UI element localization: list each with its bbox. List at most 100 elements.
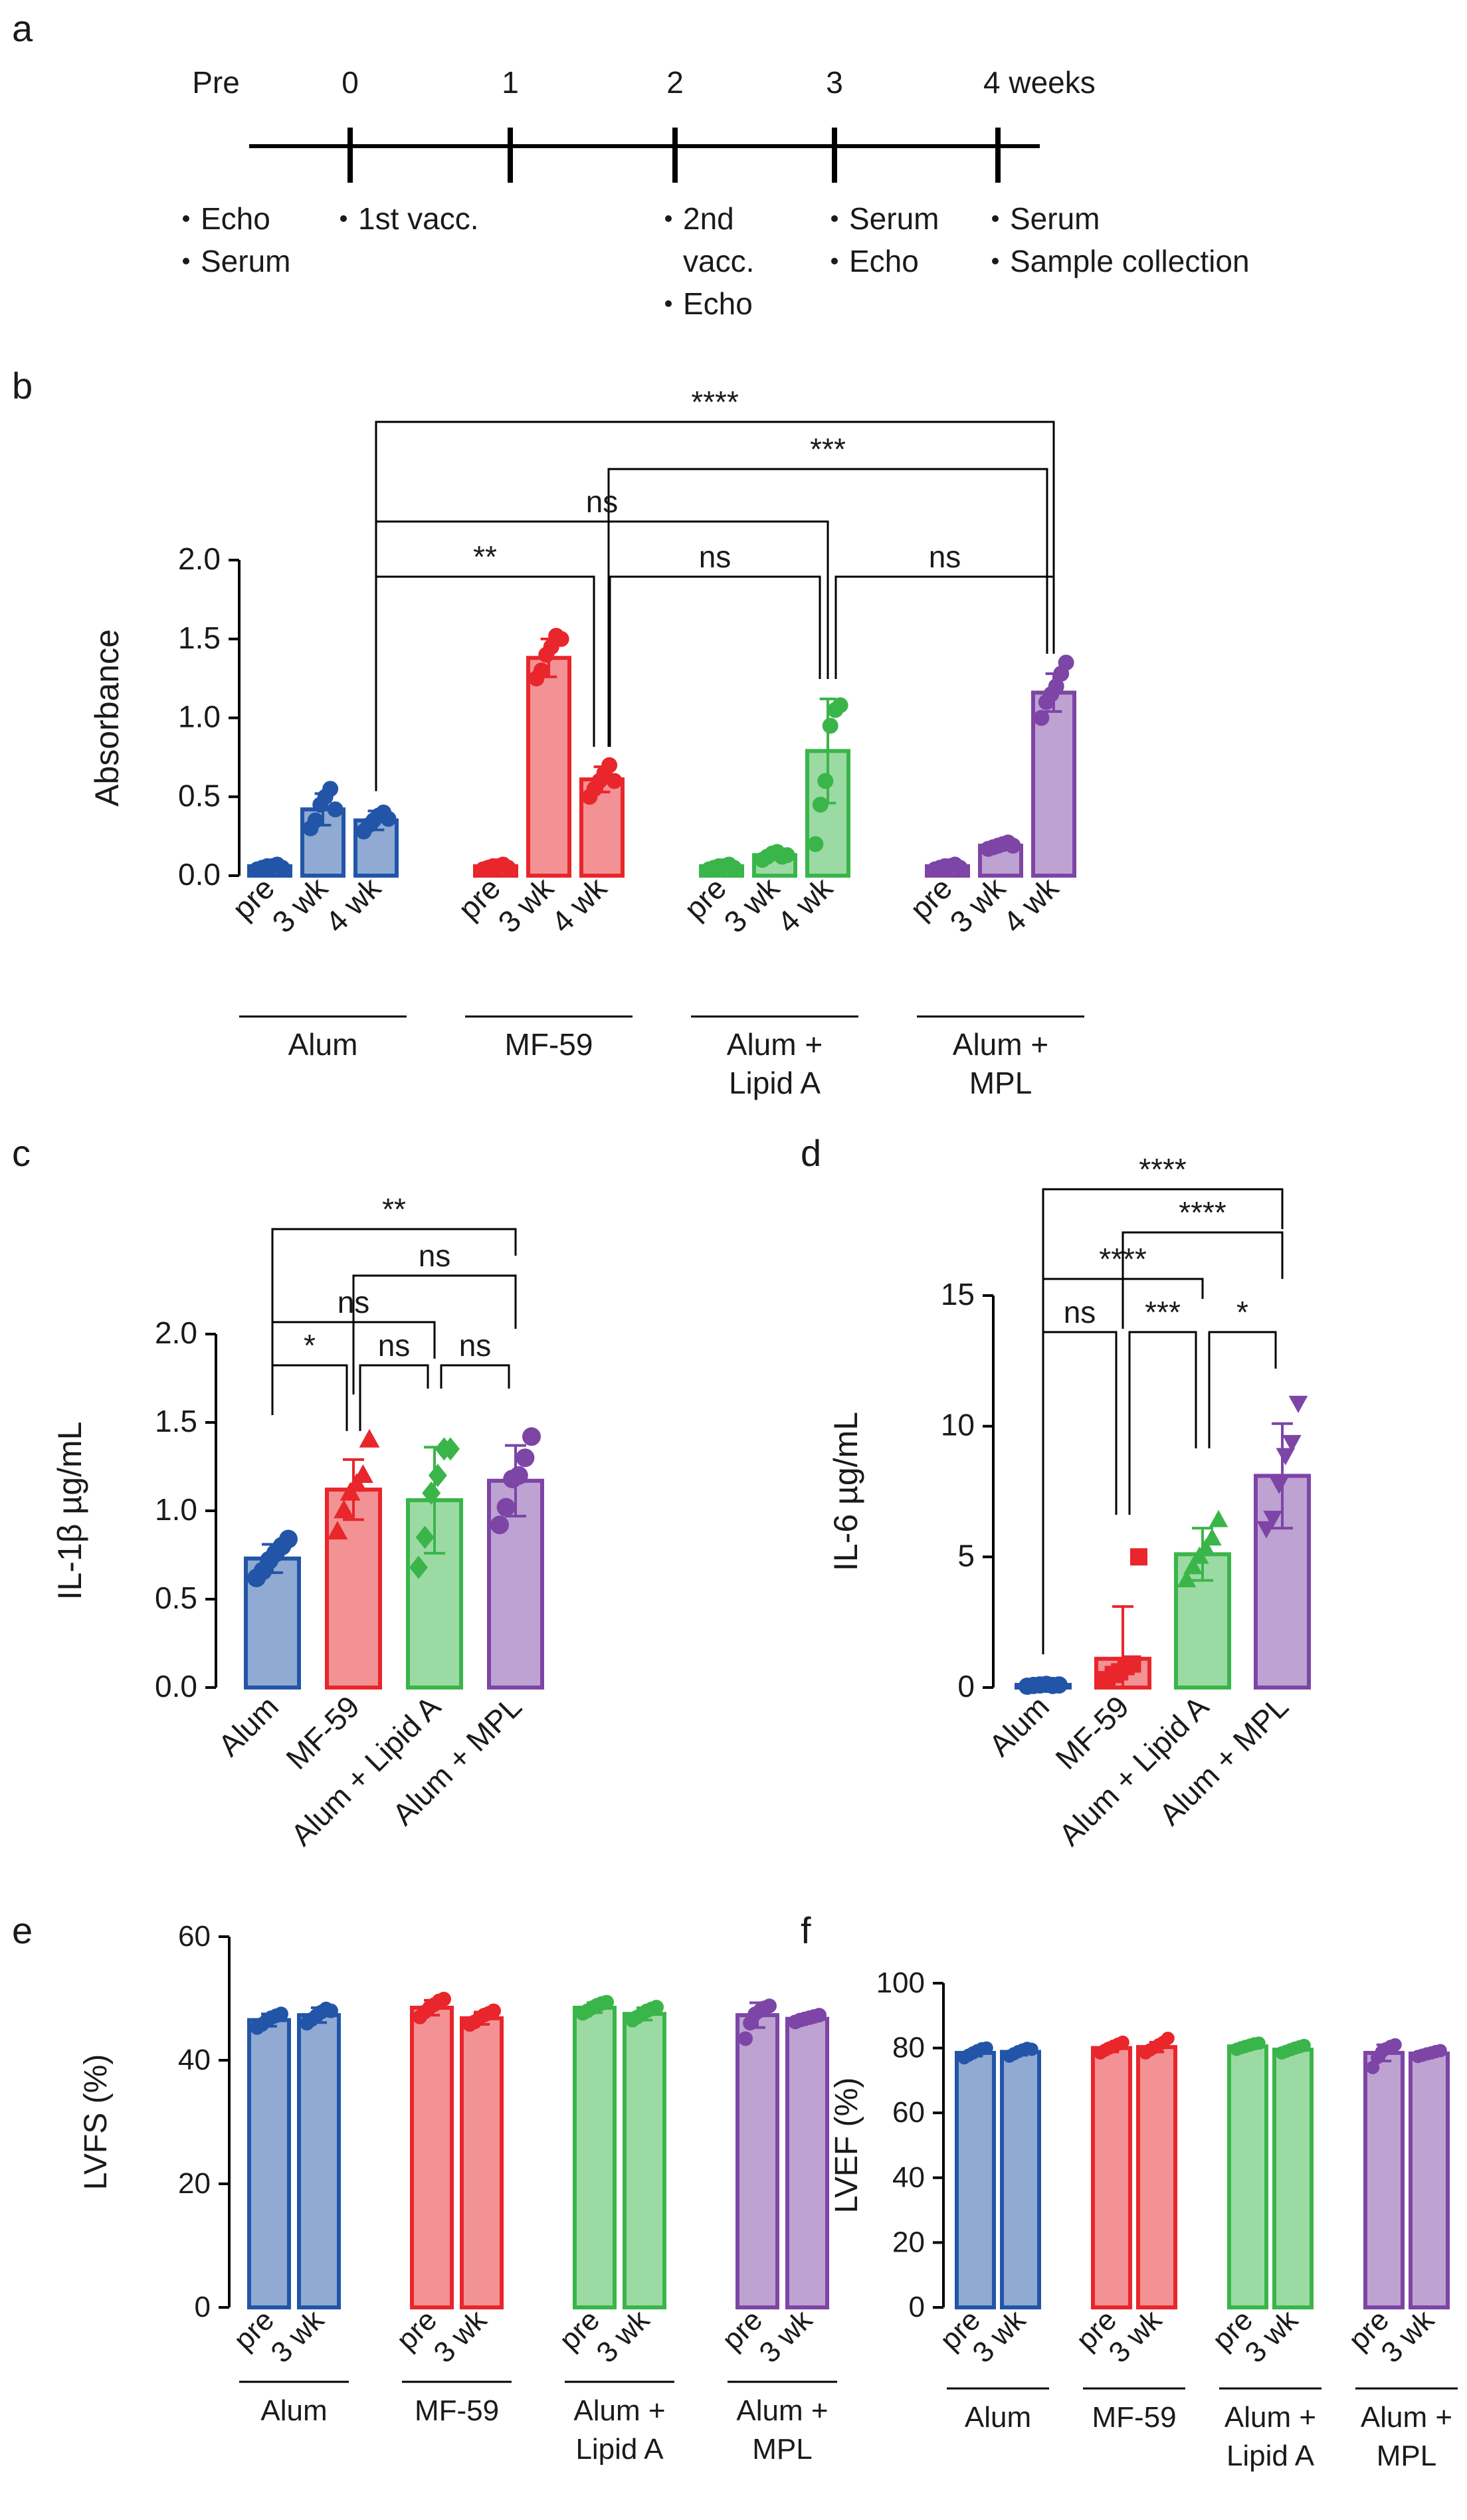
significance-bracket xyxy=(1122,1231,1284,1329)
y-tick-label: 1.0 xyxy=(178,700,221,734)
y-axis-label: IL-6 µg/mL xyxy=(827,1412,864,1571)
x-tick-label: 4 wk xyxy=(996,870,1065,939)
data-point xyxy=(490,1515,509,1535)
y-tick-label: 1.5 xyxy=(155,1404,197,1438)
data-point xyxy=(500,860,516,876)
x-tick-label: 3 wk xyxy=(1375,2303,1440,2369)
y-tick-label: 5 xyxy=(957,1538,975,1573)
x-tick-label: 3 wk xyxy=(943,870,1012,939)
data-point xyxy=(1130,1548,1147,1566)
significance-label: ns xyxy=(378,1328,411,1363)
data-point xyxy=(979,2041,993,2055)
timeline-event-label: Echo xyxy=(683,286,753,321)
timeline-bullet xyxy=(183,215,189,222)
y-tick-label: 10 xyxy=(941,1408,975,1442)
y-tick-label: 20 xyxy=(178,2167,211,2200)
bar xyxy=(410,2005,454,2309)
y-tick-label: 60 xyxy=(178,1920,211,1953)
data-point xyxy=(533,662,549,679)
significance-label: ns xyxy=(338,1285,370,1319)
x-tick-label: 3 wk xyxy=(491,870,560,939)
significance-label: ns xyxy=(419,1238,451,1273)
data-point xyxy=(279,1529,298,1549)
y-tick-label: 0 xyxy=(195,2291,211,2323)
timeline-tick-label: 4 weeks xyxy=(983,65,1096,100)
significance-bracket xyxy=(440,1364,510,1389)
data-point xyxy=(1177,1570,1197,1588)
significance-label: * xyxy=(1236,1295,1248,1329)
data-point xyxy=(274,860,290,876)
bar xyxy=(785,2016,829,2309)
data-point xyxy=(1209,1509,1228,1527)
group-label: Alum + xyxy=(573,2394,665,2427)
panel-letter: b xyxy=(12,365,33,407)
bar xyxy=(735,2013,779,2310)
group-label: Lipid A xyxy=(575,2433,664,2466)
significance-label: ns xyxy=(699,539,732,574)
data-point xyxy=(726,860,742,876)
data-point xyxy=(428,1464,447,1488)
significance-bracket xyxy=(609,575,821,747)
timeline-bullet xyxy=(831,215,838,222)
bar xyxy=(1136,2045,1177,2309)
bar xyxy=(955,2050,996,2309)
data-point xyxy=(1161,2031,1175,2045)
group-label: Alum xyxy=(965,2401,1031,2434)
group-label: MPL xyxy=(969,1066,1032,1100)
data-point xyxy=(1297,2038,1311,2052)
data-point xyxy=(1263,1510,1282,1528)
data-point xyxy=(649,2000,664,2015)
panel-letter: c xyxy=(12,1132,31,1174)
data-point xyxy=(522,1427,541,1446)
data-point xyxy=(359,1428,380,1448)
x-tick-label: Alum xyxy=(982,1689,1056,1763)
data-point xyxy=(334,1500,354,1519)
bar xyxy=(1272,2048,1314,2310)
x-tick-label: 3 wk xyxy=(966,2303,1032,2369)
y-axis-label: IL-1β µg/mL xyxy=(51,1422,88,1600)
x-tick-label: 3 wk xyxy=(590,2303,656,2369)
y-tick-label: 15 xyxy=(941,1277,975,1311)
group-label: Alum xyxy=(260,2394,327,2427)
timeline-event-label: Sample collection xyxy=(1010,244,1250,278)
panel-letter: d xyxy=(801,1132,821,1174)
significance-bracket xyxy=(607,468,1048,747)
group-label: Alum + xyxy=(953,1027,1048,1062)
data-point xyxy=(1124,1655,1141,1673)
bar xyxy=(325,1488,382,1690)
x-tick-label: 3 wk xyxy=(427,2303,493,2369)
bar xyxy=(1409,2051,1450,2309)
significance-label: **** xyxy=(1099,1242,1147,1276)
data-point xyxy=(274,2006,288,2022)
group-label: Alum + xyxy=(736,2394,828,2427)
group-label: MF-59 xyxy=(415,2394,499,2427)
x-tick-label: 3 wk xyxy=(1238,2303,1304,2369)
timeline-event-label: 2nd xyxy=(683,201,734,236)
timeline-bullet xyxy=(992,215,999,222)
significance-bracket xyxy=(375,520,829,791)
group-label: MF-59 xyxy=(1092,2401,1176,2434)
timeline-event-label: 1st vacc. xyxy=(358,201,479,236)
data-point xyxy=(380,811,397,827)
group-label: MF-59 xyxy=(505,1027,593,1062)
significance-label: ns xyxy=(459,1328,492,1363)
panel-letter: e xyxy=(12,1909,33,1951)
significance-bracket xyxy=(375,575,595,791)
data-point xyxy=(1388,2038,1402,2052)
group-label: Alum + xyxy=(727,1027,823,1062)
group-label: Lipid A xyxy=(1226,2440,1315,2472)
significance-bracket xyxy=(1042,1188,1284,1654)
y-tick-label: 1.5 xyxy=(178,621,221,655)
y-tick-label: 40 xyxy=(178,2044,211,2076)
data-point xyxy=(486,2003,501,2018)
data-point xyxy=(1282,1434,1302,1452)
panel-letter: a xyxy=(12,7,33,49)
data-point xyxy=(817,773,834,789)
y-tick-label: 1.0 xyxy=(155,1492,197,1527)
data-point xyxy=(1116,2035,1129,2049)
data-point xyxy=(322,781,339,797)
bar xyxy=(247,2018,291,2310)
y-tick-label: 60 xyxy=(892,2096,925,2129)
